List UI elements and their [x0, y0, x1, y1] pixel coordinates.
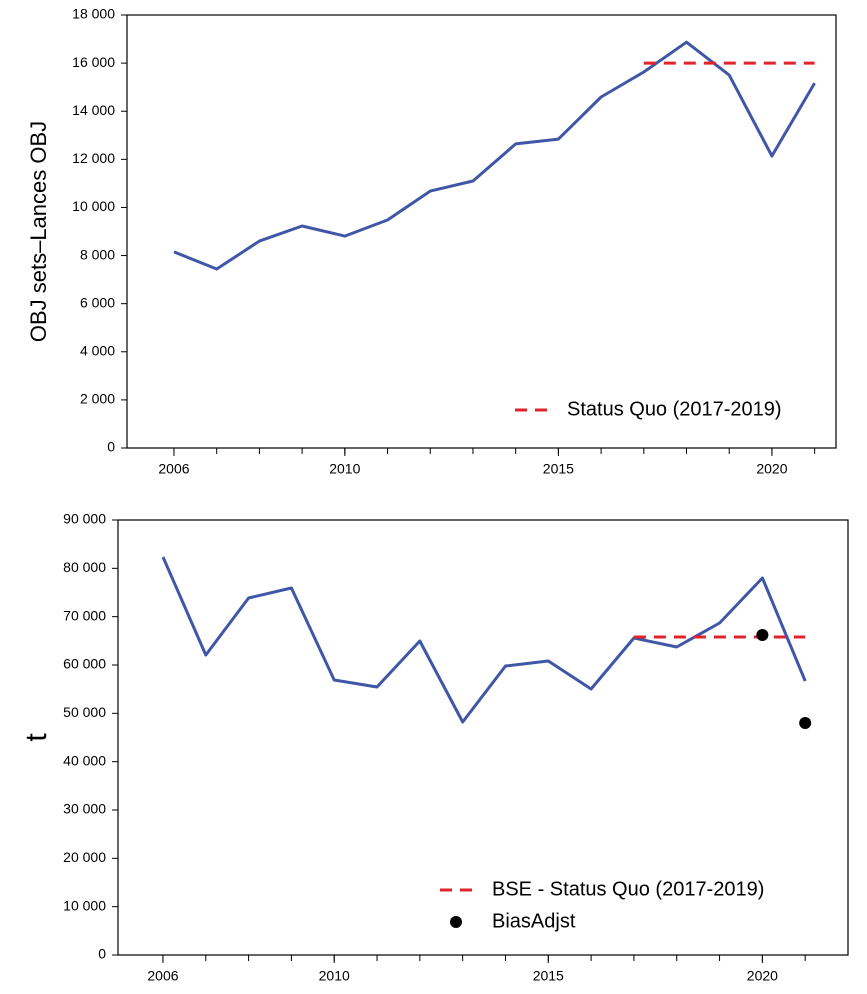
- plot-frame: [117, 519, 849, 956]
- x-tick-label: 2020: [756, 461, 787, 477]
- x-tick-label: 2020: [747, 968, 778, 984]
- y-tick-label: 0: [107, 439, 115, 455]
- y-tick-label: 70 000: [63, 607, 106, 623]
- y-tick-label: 0: [98, 946, 106, 962]
- y-tick-label: 6 000: [80, 294, 115, 310]
- y-tick-label: 10 000: [72, 198, 115, 214]
- point: [756, 629, 769, 642]
- x-tick-label: 2015: [543, 461, 574, 477]
- data-line: [173, 40, 816, 271]
- y-tick-label: 90 000: [63, 511, 106, 527]
- y-tick-label: 18 000: [72, 6, 115, 22]
- y-tick-label: 10 000: [63, 897, 106, 913]
- x-tick-label: 2010: [329, 461, 360, 477]
- x-tick-label: 2015: [533, 968, 564, 984]
- data-line: [161, 556, 807, 724]
- y-tick-label: 12 000: [72, 150, 115, 166]
- y-axis-label: t: [20, 733, 53, 742]
- y-tick-label: 4 000: [80, 342, 115, 358]
- y-tick-label: 2 000: [80, 391, 115, 407]
- y-tick-label: 20 000: [63, 849, 106, 865]
- y-tick-label: 40 000: [63, 752, 106, 768]
- point: [799, 717, 812, 729]
- x-tick-label: 2006: [147, 968, 178, 984]
- legend-label: BSE - Status Quo (2017-2019): [492, 878, 764, 900]
- legend-label: Status Quo (2017-2019): [567, 398, 782, 420]
- legend-marker: [450, 916, 462, 928]
- y-tick-label: 16 000: [72, 54, 115, 70]
- y-tick-label: 30 000: [63, 801, 106, 817]
- y-tick-label: 80 000: [63, 559, 106, 575]
- plot-frame: [126, 14, 837, 449]
- legend-label: BiasAdjst: [492, 910, 576, 932]
- y-tick-label: 50 000: [63, 704, 106, 720]
- x-tick-label: 2010: [319, 968, 350, 984]
- y-tick-label: 60 000: [63, 656, 106, 672]
- y-tick-label: 14 000: [72, 102, 115, 118]
- x-tick-label: 2006: [158, 461, 189, 477]
- y-tick-label: 8 000: [80, 246, 115, 262]
- y-axis-label: OBJ sets–Lances OBJ: [26, 121, 51, 342]
